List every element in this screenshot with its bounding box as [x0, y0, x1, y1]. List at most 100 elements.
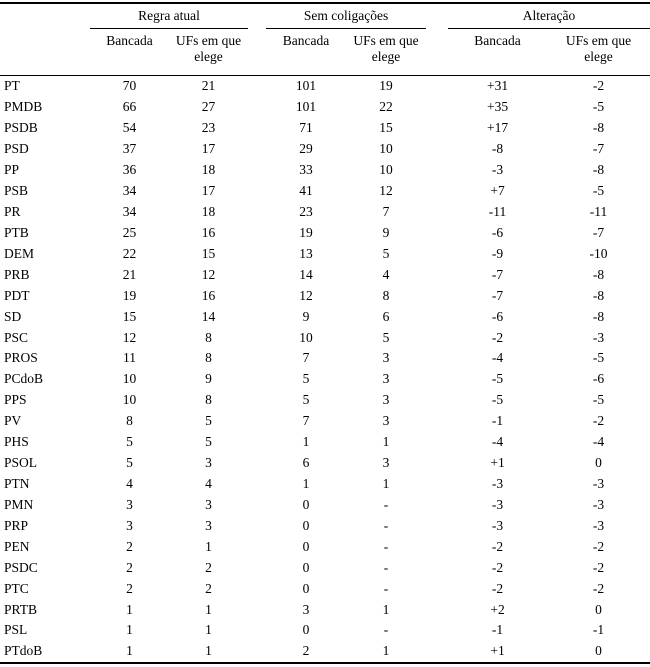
cell-value: 19	[122, 287, 137, 303]
cell-value: -8	[592, 162, 605, 178]
cell-value: 5	[382, 329, 390, 345]
cell-value: -2	[491, 559, 504, 575]
column-gap	[426, 97, 448, 118]
column-gap	[426, 494, 448, 515]
cell-value: -2	[592, 78, 605, 94]
group-header-row: Regra atual Sem coligações Alteração	[0, 3, 650, 29]
column-gap	[426, 118, 448, 139]
cell-value: 25	[122, 224, 137, 240]
column-gap	[426, 243, 448, 264]
cell-value: +7	[490, 183, 505, 199]
column-gap	[248, 160, 266, 181]
table-row: SD 15 14 9 6 -6 -8	[0, 306, 650, 327]
party-name: PCdoB	[4, 371, 44, 387]
cell-value: -6	[491, 224, 504, 240]
table-row: PPS 10 8 5 3 -5 -5	[0, 390, 650, 411]
party-column-subheader-empty	[0, 28, 90, 76]
column-gap	[426, 474, 448, 495]
cell-value: 0	[302, 559, 310, 575]
cell-value: -3	[592, 475, 605, 491]
cell-value: 1	[205, 643, 212, 659]
cell-value: 18	[201, 203, 216, 219]
cell-value: 23	[299, 203, 313, 219]
cell-value: 12	[379, 183, 393, 199]
column-gap	[426, 578, 448, 599]
table-row: PT 70 21 101 19 +31 -2	[0, 76, 650, 97]
cell-value: 18	[201, 162, 216, 178]
cell-value: 29	[299, 141, 313, 157]
cell-value: 0	[302, 580, 310, 596]
cell-value: 3	[205, 496, 212, 512]
cell-value: -1	[592, 622, 605, 638]
sub-header-row: Bancada UFs em que elege Bancada UFs em …	[0, 28, 650, 76]
party-name: PDT	[4, 287, 30, 303]
column-gap	[426, 453, 448, 474]
column-gap	[426, 28, 449, 76]
table-row: PTB 25 16 19 9 -6 -7	[0, 222, 650, 243]
cell-value: -8	[592, 287, 605, 303]
column-gap	[248, 411, 266, 432]
subheader-ufs-line2: elege	[584, 48, 613, 64]
column-gap	[248, 118, 266, 139]
table-row: PDT 19 16 12 8 -7 -8	[0, 285, 650, 306]
cell-value: -7	[491, 287, 504, 303]
column-gap	[248, 285, 266, 306]
party-name: PR	[4, 203, 21, 219]
cell-value: 8	[382, 287, 390, 303]
cell-value: -10	[589, 245, 608, 261]
cell-value: 36	[122, 162, 137, 178]
cell-value: +1	[490, 455, 505, 471]
table-row: PEN 2 1 0 - -2 -2	[0, 536, 650, 557]
column-gap	[426, 160, 448, 181]
cell-value: 34	[122, 203, 137, 219]
table-row: PHS 5 5 1 1 -4 -4	[0, 432, 650, 453]
cell-value: 1	[205, 622, 212, 638]
table-row: PSDB 54 23 71 15 +17 -8	[0, 118, 650, 139]
party-name: PSOL	[4, 455, 38, 471]
cell-value: 0	[595, 455, 602, 471]
cell-value: 1	[205, 601, 212, 617]
cell-value: 3	[382, 455, 390, 471]
cell-value: +35	[486, 99, 509, 115]
party-name: SD	[4, 308, 22, 324]
cell-value: 5	[126, 434, 133, 450]
cell-value: 15	[201, 245, 216, 261]
party-name: PRB	[4, 266, 30, 282]
cell-value: 3	[382, 371, 390, 387]
subheader-ufs-line2: elege	[194, 48, 223, 64]
table-row: PSC 12 8 10 5 -2 -3	[0, 327, 650, 348]
party-name: PMN	[4, 496, 34, 512]
cell-value: -2	[592, 580, 605, 596]
cell-value: 3	[126, 517, 133, 533]
cell-value: -8	[592, 266, 605, 282]
subheader-ufs-line1: UFs em que	[175, 33, 242, 48]
table-row: PCdoB 10 9 5 3 -5 -6	[0, 369, 650, 390]
group-header-regra-atual: Regra atual	[90, 3, 249, 29]
column-gap	[248, 97, 266, 118]
cell-value: 2	[205, 559, 212, 575]
subheader-bancada-3: Bancada	[448, 28, 548, 76]
cell-value: -8	[592, 120, 605, 136]
party-name: PROS	[4, 350, 38, 366]
cell-value: -4	[592, 434, 605, 450]
column-gap	[426, 641, 448, 663]
column-gap	[426, 557, 448, 578]
cell-value: 7	[382, 203, 390, 219]
column-gap	[426, 306, 448, 327]
table-row: PMN 3 3 0 - -3 -3	[0, 494, 650, 515]
cell-value: 3	[126, 496, 133, 512]
party-name: PRP	[4, 517, 29, 533]
party-name: PEN	[4, 538, 30, 554]
column-gap	[426, 327, 448, 348]
cell-value: -3	[491, 517, 504, 533]
subheader-ufs-3: UFs em que elege	[547, 28, 650, 76]
party-name: PTB	[4, 224, 29, 240]
party-name: PP	[4, 162, 20, 178]
column-gap	[426, 432, 448, 453]
table-row: PTC 2 2 0 - -2 -2	[0, 578, 650, 599]
cell-value: 15	[379, 120, 393, 136]
party-name: PSDB	[4, 120, 38, 136]
cell-value: 21	[201, 78, 216, 94]
column-gap	[248, 557, 266, 578]
cell-value: 8	[205, 392, 212, 408]
